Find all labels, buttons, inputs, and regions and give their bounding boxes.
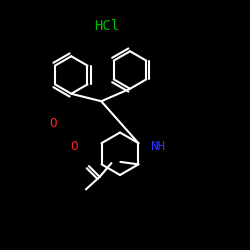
- Text: O: O: [49, 117, 56, 130]
- Text: NH: NH: [150, 140, 165, 153]
- Text: O: O: [70, 140, 78, 153]
- Text: HCl: HCl: [94, 19, 119, 33]
